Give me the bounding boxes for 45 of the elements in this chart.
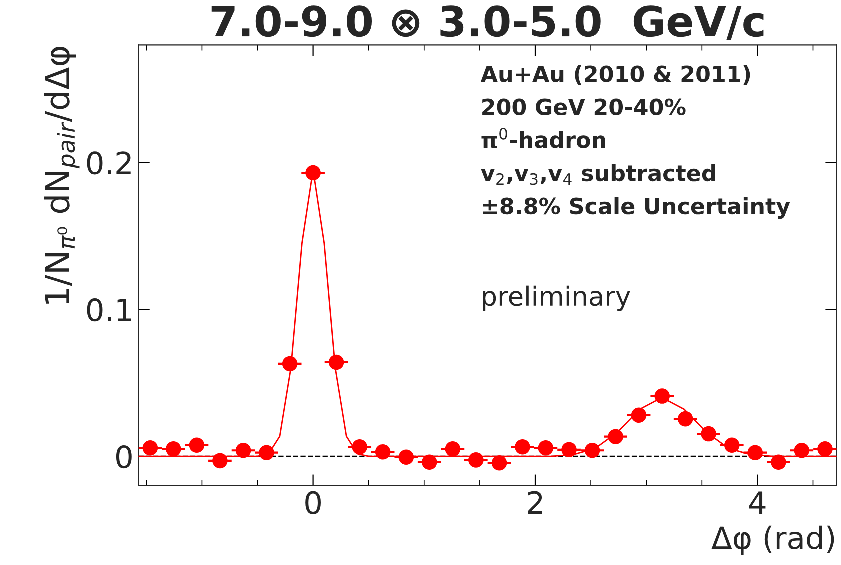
point [352,439,368,455]
point [259,445,274,460]
point [562,442,577,458]
x-tick-label: 2 [528,491,542,514]
point [608,429,624,444]
y-tick-label: 0 [116,445,132,469]
point [445,442,461,457]
point [328,354,344,370]
x-axis-title: Δφ (rad) [712,526,834,556]
point [701,426,716,442]
annotation: preliminary [483,286,630,312]
point [724,438,740,453]
annotation: 200 GeV 20-40% [482,98,686,116]
y-axis-title: 1/N$_{π⁰}$ dN$_{pair}$/dΔφ [44,47,80,304]
annotation: ±8.8% Scale Uncertainty [483,197,790,220]
point [166,442,182,457]
annotation: Au+Au (2010 & 2011) [480,65,750,86]
point [584,443,600,458]
point [818,442,833,457]
point [515,439,530,455]
point [306,165,321,181]
point [748,445,763,460]
point [375,444,391,460]
point [492,455,508,471]
point [422,454,438,470]
point [212,453,228,469]
point [398,450,414,466]
y-tick-label: 0.1 [87,298,132,322]
point [142,440,158,456]
point [631,408,647,424]
point [771,454,786,470]
annotation: v$_{2}$,v$_{3}$,v$_{4}$ subtracted [481,164,716,186]
chart-title: 7.0-9.0 ⊗ 3.0-5.0 GeV/c [212,6,764,40]
annotation: π$^{0}$-hadron [482,128,606,149]
point [678,411,694,427]
point [282,356,298,372]
point [236,443,252,458]
y-tick-label: 0.2 [87,152,131,175]
x-tick-label: 0 [306,491,321,514]
point [794,443,810,458]
point [189,438,205,453]
point [654,388,670,404]
point [538,440,554,456]
x-tick-label: 4 [749,492,766,514]
point [468,452,484,468]
